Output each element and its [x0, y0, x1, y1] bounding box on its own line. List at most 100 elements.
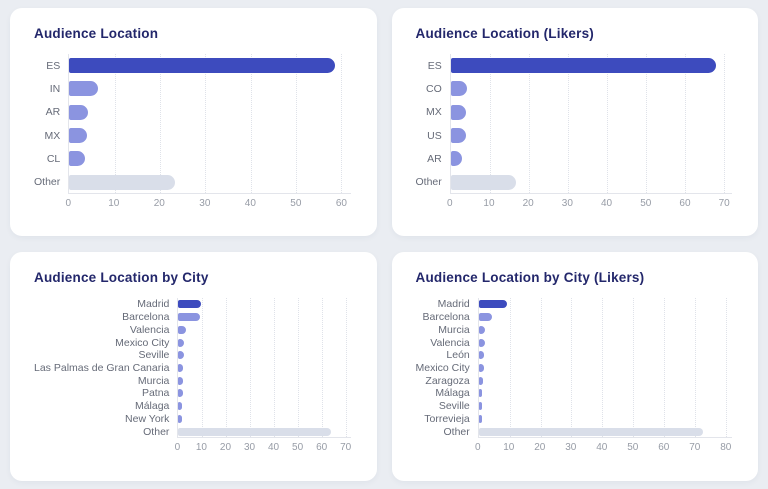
category-label-zaragoza: Zaragoza — [425, 374, 470, 387]
x-tick-label-10: 10 — [483, 198, 495, 209]
x-tick-label-0: 0 — [446, 198, 453, 209]
gridline-50 — [646, 54, 648, 193]
bar-cl[interactable] — [69, 151, 86, 167]
category-label-new-york: New York — [125, 412, 170, 425]
bar-other[interactable] — [178, 427, 332, 436]
chart-title-audience-location-by-city: Audience Location by City — [34, 270, 209, 285]
plot-area — [68, 54, 351, 194]
bar-row-murcia — [178, 374, 350, 387]
bar-barcelona[interactable] — [478, 313, 493, 322]
category-axis: Madrid Barcelona Valencia Mexico City Sevill… — [34, 298, 177, 458]
bar-row-mexico-city — [178, 336, 350, 349]
gridline-80 — [725, 298, 727, 437]
plot-area-column: 0 10 20 30 40 50 60 70 — [446, 54, 732, 214]
x-tick-label-0: 0 — [474, 442, 481, 453]
bar-row-valencia — [178, 323, 350, 336]
bar-patna[interactable] — [178, 389, 184, 398]
bar-row-torrevieja — [478, 412, 732, 425]
x-tick-label-50: 50 — [290, 198, 302, 209]
bar-row-other — [478, 425, 732, 438]
plot-area — [449, 54, 732, 194]
gridline-30 — [571, 298, 573, 437]
bar-zaragoza[interactable] — [478, 376, 484, 385]
gridline-10 — [489, 54, 491, 193]
bar-other[interactable] — [450, 174, 516, 190]
bar-row-es — [450, 54, 732, 77]
bar-seville[interactable] — [178, 351, 185, 360]
x-tick-label-70: 70 — [718, 198, 730, 209]
bar-barcelona[interactable] — [178, 313, 200, 322]
category-label-le-n: León — [446, 349, 470, 362]
x-tick-label-60: 60 — [316, 442, 328, 453]
bar-mexico-city[interactable] — [178, 338, 185, 347]
bar-le-n[interactable] — [478, 351, 484, 360]
bar-row-patna — [178, 387, 350, 400]
bar-madrid[interactable] — [478, 300, 507, 309]
bar-in[interactable] — [69, 81, 98, 97]
bar-us[interactable] — [450, 128, 466, 144]
category-label-other: Other — [443, 425, 470, 438]
bar-es[interactable] — [450, 58, 717, 74]
chart-title-audience-location-by-city-likers: Audience Location by City (Likers) — [415, 270, 645, 285]
category-axis: ES CO MX US AR Other — [416, 54, 450, 214]
bar-new-york[interactable] — [178, 414, 182, 423]
bar-row-m-laga — [478, 387, 732, 400]
bar-madrid[interactable] — [178, 300, 202, 309]
x-tick-label-30: 30 — [565, 442, 577, 453]
bar-m-laga[interactable] — [478, 389, 483, 398]
bar-murcia[interactable] — [178, 376, 184, 385]
bar-row-le-n — [478, 349, 732, 362]
category-label-patna: Patna — [141, 387, 170, 400]
category-label-other: Other — [143, 425, 170, 438]
category-label-cl: CL — [46, 152, 61, 165]
bar-m-laga[interactable] — [178, 402, 182, 411]
x-axis: 0 10 20 30 40 50 60 70 — [446, 198, 732, 214]
bar-other[interactable] — [69, 174, 175, 190]
gridline-30 — [205, 54, 207, 193]
bar-valencia[interactable] — [478, 338, 486, 347]
category-label-ar: AR — [427, 152, 442, 165]
category-label-es: ES — [427, 59, 442, 72]
bar-row-zaragoza — [478, 374, 732, 387]
bar-valencia[interactable] — [178, 325, 186, 334]
bar-chart-audience-location: ES IN AR MX CL Other 0 10 20 30 40 50 60 — [34, 54, 351, 214]
category-label-mx: MX — [44, 129, 61, 142]
bar-row-barcelona — [178, 311, 350, 324]
x-tick-label-30: 30 — [243, 442, 256, 453]
gridline-60 — [341, 54, 343, 193]
category-label-seville: Seville — [438, 400, 470, 413]
gridline-40 — [602, 298, 604, 437]
bar-torrevieja[interactable] — [478, 414, 483, 423]
chart-card-audience-location: Audience Location ES IN AR MX CL Other 0 10 20 30… — [10, 8, 377, 236]
bar-row-mexico-city — [478, 362, 732, 375]
bar-chart-audience-location-by-city-likers: Madrid Barcelona Murcia Valencia León Mexico … — [416, 298, 732, 458]
category-label-valencia: Valencia — [129, 323, 170, 336]
bar-other[interactable] — [478, 427, 703, 436]
bar-murcia[interactable] — [478, 325, 486, 334]
gridline-40 — [607, 54, 608, 193]
bar-row-es — [69, 54, 350, 77]
bar-row-las-palmas-de-gran-canaria — [178, 362, 350, 375]
plot-area-column: 0 10 20 30 40 50 60 — [65, 54, 351, 214]
gridline-30 — [567, 54, 569, 193]
chart-title-audience-location: Audience Location — [34, 26, 159, 41]
bar-row-mx — [450, 101, 732, 124]
bar-co[interactable] — [450, 81, 467, 97]
x-tick-label-60: 60 — [679, 198, 691, 209]
category-label-other: Other — [415, 176, 442, 189]
plot-area-column: 0 10 20 30 40 50 60 70 80 — [474, 298, 732, 458]
bar-row-m-laga — [178, 400, 350, 413]
bar-ar[interactable] — [450, 151, 462, 167]
bar-las-palmas-de-gran-canaria[interactable] — [178, 363, 184, 372]
bar-mx[interactable] — [69, 128, 88, 144]
chart-card-audience-location-by-city: Audience Location by City Madrid Barcelon… — [10, 252, 377, 481]
category-axis: Madrid Barcelona Murcia Valencia León Mexico … — [416, 298, 478, 458]
bar-mexico-city[interactable] — [478, 363, 484, 372]
chart-card-audience-location-by-city-likers: Audience Location by City (Likers) Madri… — [391, 252, 758, 481]
bar-ar[interactable] — [69, 104, 89, 120]
bar-row-ar — [450, 147, 732, 170]
bar-seville[interactable] — [478, 402, 483, 411]
gridline-50 — [296, 54, 298, 193]
bar-es[interactable] — [69, 58, 335, 74]
bar-mx[interactable] — [450, 104, 467, 120]
